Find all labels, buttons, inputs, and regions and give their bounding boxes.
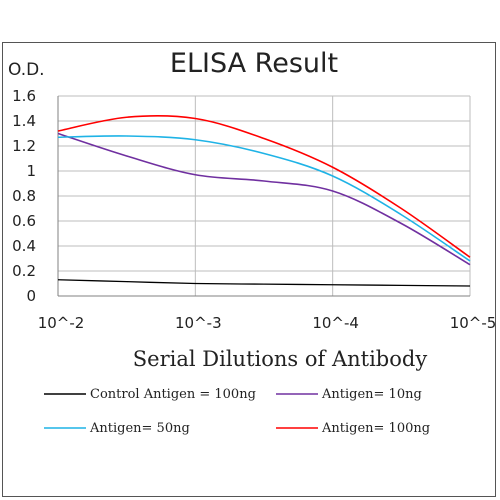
x-axis-label: Serial Dilutions of Antibody xyxy=(133,347,428,371)
series-line-control-antigen-100ng xyxy=(57,279,471,287)
chart-frame xyxy=(2,42,496,497)
y-tick-label: 0.6 xyxy=(12,212,36,230)
y-tick-label: 1.2 xyxy=(12,137,36,155)
chart-title: ELISA Result xyxy=(170,48,338,79)
series-lines xyxy=(57,114,471,287)
legend-label-antigen-10ng: Antigen= 10ng xyxy=(321,387,422,402)
x-tick-label: 10^-4 xyxy=(312,314,359,332)
y-tick-label: 0.2 xyxy=(12,262,36,280)
y-tick-label: 0.4 xyxy=(12,237,36,255)
legend: Control Antigen = 100ng Antigen= 10ng Anti… xyxy=(44,387,430,436)
y-tick-label: 1.4 xyxy=(12,112,36,130)
y-tick-label: 0 xyxy=(26,287,36,305)
y-axis-label: O.D. xyxy=(8,60,45,80)
legend-label-antigen-100ng: Antigen= 100ng xyxy=(321,421,430,436)
y-tick-label: 1.6 xyxy=(12,87,36,105)
legend-label-antigen-50ng: Antigen= 50ng xyxy=(89,421,190,436)
x-tick-label: 10^-3 xyxy=(175,314,222,332)
y-axis-ticks: 0 0.2 0.4 0.6 0.8 1 1.2 1.4 1.6 xyxy=(12,87,36,305)
y-tick-label: 1 xyxy=(26,162,36,180)
x-tick-label: 10^-5 xyxy=(450,314,497,332)
x-tick-label: 10^-2 xyxy=(38,314,85,332)
x-axis-ticks: 10^-2 10^-3 10^-4 10^-5 xyxy=(38,314,497,332)
legend-label-control-antigen-100ng: Control Antigen = 100ng xyxy=(90,387,256,402)
series-line-antigen-100ng xyxy=(57,114,471,258)
series-line-antigen-10ng xyxy=(57,132,471,266)
gridlines xyxy=(57,95,471,297)
y-tick-label: 0.8 xyxy=(12,187,36,205)
series-line-antigen-50ng xyxy=(57,135,471,262)
